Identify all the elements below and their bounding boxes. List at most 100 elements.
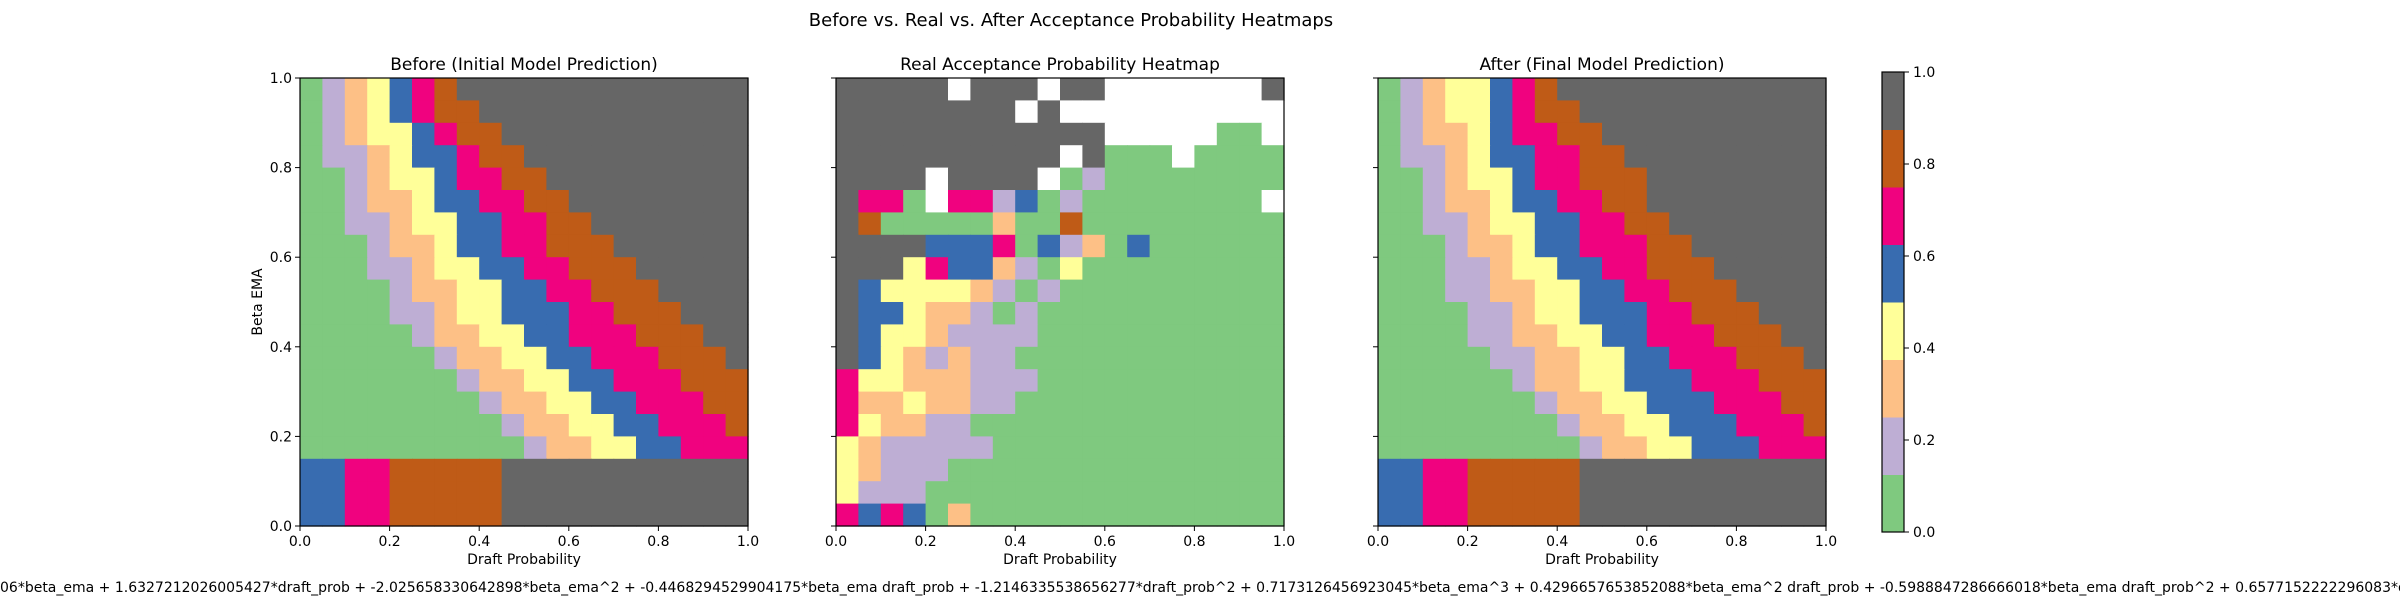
- heatmap-cell: [1557, 78, 1581, 101]
- heatmap-cell: [300, 234, 323, 258]
- heatmap-cell: [1512, 436, 1536, 460]
- heatmap-cell: [880, 145, 904, 169]
- heatmap-cell: [389, 212, 413, 236]
- heatmap-cell: [1467, 122, 1491, 146]
- heatmap-cell: [1172, 234, 1195, 258]
- heatmap-cell: [1624, 100, 1648, 124]
- heatmap-cell: [1624, 212, 1648, 236]
- heatmap-cell: [992, 78, 1016, 101]
- heatmap-cell: [658, 212, 682, 236]
- heatmap-cell: [1239, 279, 1263, 303]
- heatmap-cell: [1261, 212, 1285, 236]
- heatmap-cell: [1803, 346, 1827, 370]
- heatmap-cell: [1378, 481, 1401, 505]
- heatmap-cell: [948, 503, 971, 527]
- heatmap-cell: [836, 257, 859, 281]
- heatmap-cell: [1490, 436, 1513, 460]
- heatmap-cell: [1669, 481, 1693, 505]
- heatmap-cell: [1149, 190, 1173, 213]
- heatmap-cell: [880, 279, 904, 303]
- x-tick-label: 0.2: [1456, 534, 1478, 550]
- heatmap-cell: [501, 212, 525, 236]
- heatmap-cell: [546, 145, 570, 169]
- heatmap-cell: [1127, 234, 1151, 258]
- heatmap-cell: [591, 190, 615, 213]
- heatmap-cell: [1194, 391, 1218, 415]
- heatmap-cell: [1557, 346, 1581, 370]
- heatmap-cell: [501, 190, 525, 213]
- heatmap-cell: [725, 346, 749, 370]
- heatmap-cell: [1490, 391, 1513, 415]
- heatmap-cell: [546, 346, 570, 370]
- heatmap-cell: [880, 190, 904, 213]
- heatmap-cell: [1646, 481, 1670, 505]
- heatmap-cell: [1691, 122, 1715, 146]
- heatmap-cell: [948, 346, 971, 370]
- heatmap-cell: [1015, 302, 1039, 325]
- heatmap-cell: [1579, 391, 1603, 415]
- heatmap-cell: [658, 100, 682, 124]
- heatmap-cell: [591, 100, 615, 124]
- heatmap-cell: [1669, 503, 1693, 527]
- heatmap-cell: [903, 78, 927, 101]
- heatmap-cell: [524, 503, 547, 527]
- heatmap-cell: [591, 257, 615, 281]
- heatmap-cell: [1467, 145, 1491, 169]
- heatmap-cell: [1579, 257, 1603, 281]
- heatmap-cell: [1669, 145, 1693, 169]
- heatmap-cell: [1669, 100, 1693, 124]
- heatmap-cell: [1194, 78, 1218, 101]
- heatmap-cell: [1060, 212, 1083, 236]
- heatmap-cell: [1624, 145, 1648, 169]
- heatmap-cell: [1691, 458, 1715, 482]
- heatmap-cell: [1512, 257, 1536, 281]
- heatmap-cell: [367, 167, 391, 191]
- heatmap-cell: [1646, 414, 1670, 437]
- heatmap-cell: [658, 414, 682, 437]
- heatmap-cell: [948, 458, 971, 482]
- heatmap-cell: [1736, 436, 1760, 460]
- x-tick-label: 0.8: [1725, 534, 1747, 550]
- heatmap-cell: [880, 167, 904, 191]
- heatmap-cell: [1104, 414, 1128, 437]
- heatmap-cell: [703, 436, 727, 460]
- heatmap-cell: [1602, 481, 1625, 505]
- heatmap-cell: [524, 234, 547, 258]
- heatmap-cell: [1060, 257, 1083, 281]
- heatmap-cell: [925, 458, 949, 482]
- heatmap-cell: [636, 481, 659, 505]
- colorbar: 0.0 0.2 0.4 0.6 0.8 1.0: [1881, 65, 1935, 541]
- heatmap-cell: [456, 503, 480, 527]
- heatmap-cell: [992, 100, 1016, 124]
- colorbar-tick-label: 0.4: [1913, 341, 1935, 357]
- heatmap-cell: [1400, 234, 1424, 258]
- heatmap-cell: [1534, 167, 1558, 191]
- heatmap-cell: [546, 257, 570, 281]
- heatmap-cell: [613, 122, 637, 146]
- heatmap-cell: [658, 369, 682, 393]
- heatmap-cell: [1172, 503, 1195, 527]
- heatmap-cell: [501, 346, 525, 370]
- heatmap-cell: [1422, 78, 1446, 101]
- heatmap-cell: [1400, 78, 1424, 101]
- heatmap-cell: [613, 167, 637, 191]
- heatmap-cell: [725, 324, 749, 348]
- heatmap-cell: [1445, 324, 1469, 348]
- heatmap-cell: [1579, 302, 1603, 325]
- x-tick-label: 0.4: [1546, 534, 1568, 550]
- heatmap-cell: [903, 167, 927, 191]
- heatmap-cell: [1803, 100, 1827, 124]
- heatmap-cell: [1579, 503, 1603, 527]
- heatmap-cell: [546, 369, 570, 393]
- heatmap-cell: [546, 324, 570, 348]
- heatmap-cell: [1691, 234, 1715, 258]
- heatmap-cell: [613, 279, 637, 303]
- heatmap-cell: [1082, 167, 1106, 191]
- heatmap-cell: [367, 481, 391, 505]
- heatmap-cell: [1037, 414, 1061, 437]
- heatmap-cell: [613, 481, 637, 505]
- heatmap-cell: [1149, 212, 1173, 236]
- heatmap-cell: [903, 391, 927, 415]
- heatmap-cell: [1261, 234, 1285, 258]
- heatmap-cell: [703, 167, 727, 191]
